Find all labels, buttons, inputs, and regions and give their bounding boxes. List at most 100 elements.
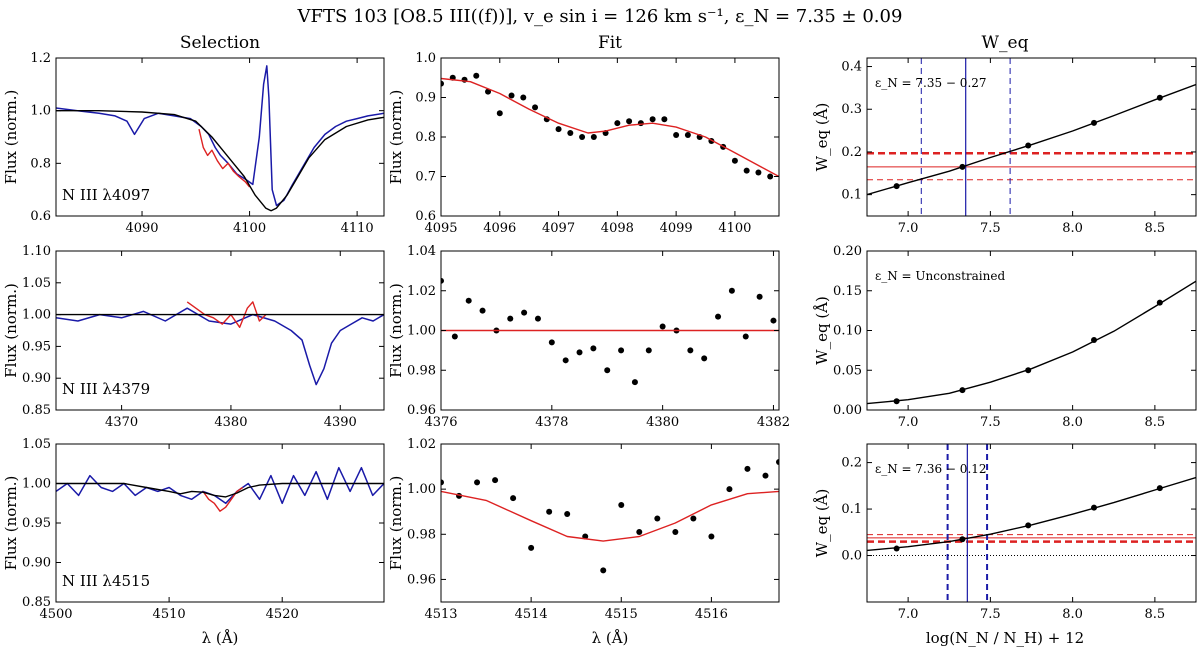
- data-point: [672, 529, 679, 536]
- x-tick-label: 4097: [542, 221, 575, 236]
- y-tick-label: 0.6: [30, 209, 51, 224]
- x-tick-label: 4513: [424, 607, 457, 622]
- panel-selection-4515: 4500 4510 4520 0.85 0.90 0.95 1.00 1.05 Flux (no…: [2, 437, 385, 622]
- plot-area: [867, 444, 1196, 602]
- y-tick-label: 0.85: [22, 595, 51, 610]
- data-point: [520, 94, 527, 101]
- data-point: [473, 72, 480, 79]
- y-tick-label: 0.96: [407, 403, 436, 418]
- series-line-model: [867, 83, 1196, 196]
- x-tick-label: 7.0: [898, 607, 919, 622]
- y-tick-label: 1.02: [407, 284, 436, 299]
- y-tick-label: 0.96: [407, 572, 436, 587]
- series-line-model: [867, 280, 1196, 405]
- x-tick-label: 8.5: [1145, 607, 1166, 622]
- x-tick-label: 4110: [341, 221, 374, 236]
- data-point: [708, 533, 715, 540]
- y-tick-label: 0.98: [407, 527, 436, 542]
- y-tick-label: 1.05: [22, 276, 51, 291]
- series-line-fit: [441, 77, 779, 178]
- annotation: ε_N = 7.35 − 0.27: [875, 76, 987, 90]
- data-point: [534, 315, 541, 322]
- data-point: [590, 345, 597, 352]
- data-point: [441, 80, 444, 87]
- panel-fit-4515: 4513 4514 4515 4516 0.96 0.98 1.00 1.02 Flux (no…: [387, 437, 780, 622]
- axes-frame: [440, 57, 780, 217]
- x-tick-label: 8.0: [1062, 221, 1083, 236]
- data-point: [762, 472, 769, 479]
- series-line-fit: [441, 490, 779, 542]
- y-tick-label: 0.3: [841, 102, 862, 117]
- data-point: [567, 130, 574, 137]
- y-tick-label: 0.90: [22, 556, 51, 571]
- y-tick-label: 0.15: [833, 284, 862, 299]
- y-tick-label: 0.6: [415, 209, 436, 224]
- data-point: [637, 120, 644, 127]
- line-label: N III λ4379: [62, 380, 150, 398]
- data-point: [600, 567, 607, 574]
- x-tick-label: 8.0: [1062, 607, 1083, 622]
- y-axis-label: Flux (norm.): [2, 283, 20, 378]
- y-tick-label: 0.90: [22, 371, 51, 386]
- plot-area: [441, 459, 779, 574]
- data-point: [546, 508, 553, 515]
- plot-area: [56, 65, 384, 212]
- column-title: Fit: [598, 33, 622, 53]
- data-point: [715, 313, 722, 320]
- panel-selection-4097: 4090 4100 4110 0.6 0.8 1.0 1.2 Flux (norm.) N II…: [2, 51, 385, 236]
- data-point: [770, 317, 777, 324]
- data-point: [508, 92, 515, 99]
- y-tick-label: 1.04: [407, 244, 436, 259]
- data-point: [731, 157, 738, 164]
- x-axis-label: λ (Å): [592, 629, 629, 647]
- y-tick-label: 0.4: [841, 60, 862, 75]
- x-tick-label: 4380: [646, 415, 679, 430]
- data-point: [576, 349, 583, 356]
- series-line-observed: [56, 65, 384, 207]
- x-tick-label: 4380: [214, 415, 247, 430]
- data-point: [701, 355, 708, 362]
- y-tick-label: 0.05: [833, 363, 862, 378]
- data-point: [690, 515, 697, 522]
- y-tick-label: 0.20: [833, 244, 862, 259]
- y-tick-label: 1.0: [415, 51, 436, 66]
- axes-frame: [55, 57, 385, 217]
- column-title: Selection: [180, 33, 260, 53]
- y-axis-label: Flux (norm.): [387, 476, 405, 571]
- data-point: [687, 347, 694, 354]
- y-tick-label: 0.2: [841, 145, 862, 160]
- x-tick-label: 4516: [695, 607, 728, 622]
- x-tick-label: 8.0: [1062, 415, 1083, 430]
- y-tick-label: 0.95: [22, 516, 51, 531]
- y-tick-label: 1.02: [407, 437, 436, 452]
- axes-frame: [55, 250, 385, 411]
- y-tick-label: 1.00: [407, 482, 436, 497]
- data-point: [728, 287, 735, 294]
- data-point: [590, 134, 597, 140]
- axes-frame: [440, 443, 780, 603]
- data-point: [661, 116, 668, 123]
- data-point: [555, 126, 562, 133]
- data-point: [626, 118, 633, 125]
- x-tick-label: 7.0: [898, 415, 919, 430]
- y-tick-label: 0.85: [22, 403, 51, 418]
- data-point: [479, 307, 486, 314]
- data-point: [441, 277, 444, 284]
- x-tick-label: 4520: [266, 607, 299, 622]
- series-line-observed: [56, 307, 384, 386]
- line-label: N III λ4515: [62, 572, 150, 590]
- y-tick-label: 0.98: [407, 363, 436, 378]
- x-tick-label: 4099: [660, 221, 693, 236]
- panel-fit-4097: 4095 4096 4097 4098 4099 4100 0.6 0.7 0.8 0.9 1.0 F…: [387, 51, 780, 236]
- x-tick-label: 7.0: [898, 221, 919, 236]
- data-point: [744, 465, 751, 472]
- data-point: [496, 110, 503, 117]
- data-point: [562, 357, 569, 364]
- plot-area: [56, 466, 384, 512]
- data-point: [532, 104, 539, 111]
- data-point: [743, 167, 750, 174]
- x-axis-label: log(N_N / N_H) + 12: [926, 629, 1084, 647]
- x-tick-label: 4095: [424, 221, 457, 236]
- y-tick-label: 0.95: [22, 339, 51, 354]
